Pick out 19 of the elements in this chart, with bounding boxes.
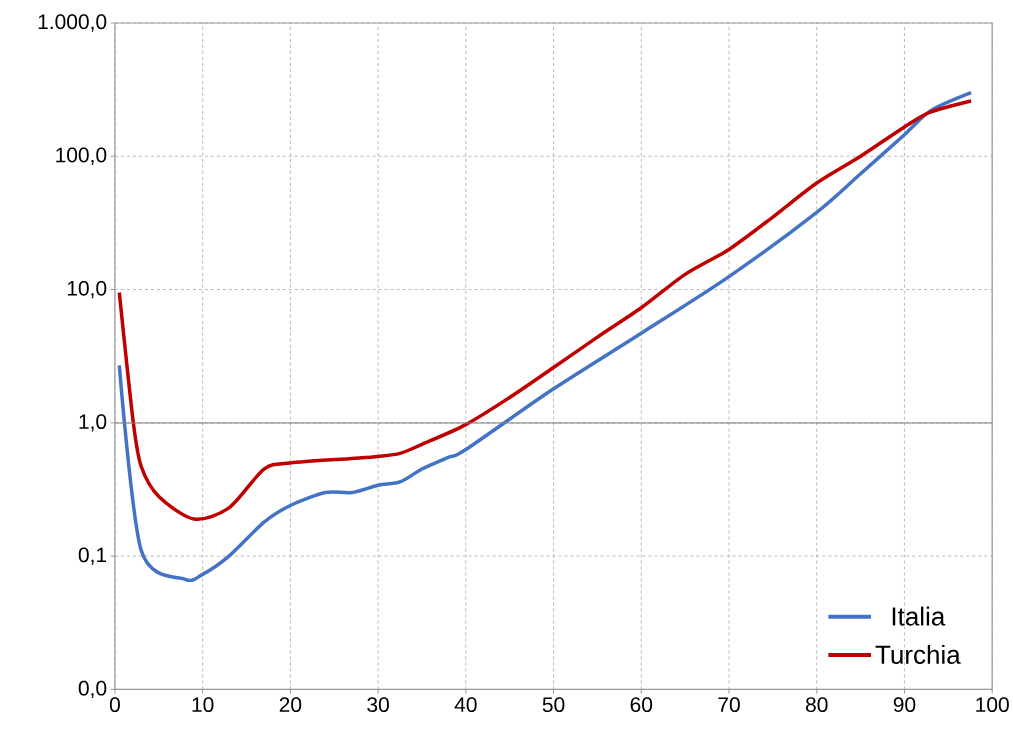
legend-label: Turchia bbox=[875, 644, 961, 664]
x-tick-label: 50 bbox=[542, 697, 565, 712]
y-tick-label: 0,0 bbox=[78, 680, 107, 698]
y-tick-label: 1.000,0 bbox=[38, 14, 107, 32]
x-tick-label: 100 bbox=[976, 697, 1009, 712]
x-tick-label: 0 bbox=[109, 697, 120, 712]
x-tick-label: 60 bbox=[630, 697, 653, 712]
x-tick-label: 70 bbox=[718, 697, 740, 712]
x-tick-label: 40 bbox=[454, 697, 477, 712]
y-tick-label: 100,0 bbox=[56, 147, 107, 165]
y-tick-label: 0,1 bbox=[78, 547, 107, 565]
y-tick-label: 1,0 bbox=[79, 413, 107, 432]
x-tick-label: 20 bbox=[279, 697, 302, 712]
x-tick-label: 90 bbox=[893, 697, 916, 712]
legend-label: Italia bbox=[892, 606, 946, 626]
x-tick-label: 10 bbox=[192, 697, 214, 712]
y-tick-label: 10,0 bbox=[67, 280, 107, 299]
x-tick-label: 80 bbox=[805, 697, 828, 712]
x-tick-label: 30 bbox=[367, 697, 389, 712]
